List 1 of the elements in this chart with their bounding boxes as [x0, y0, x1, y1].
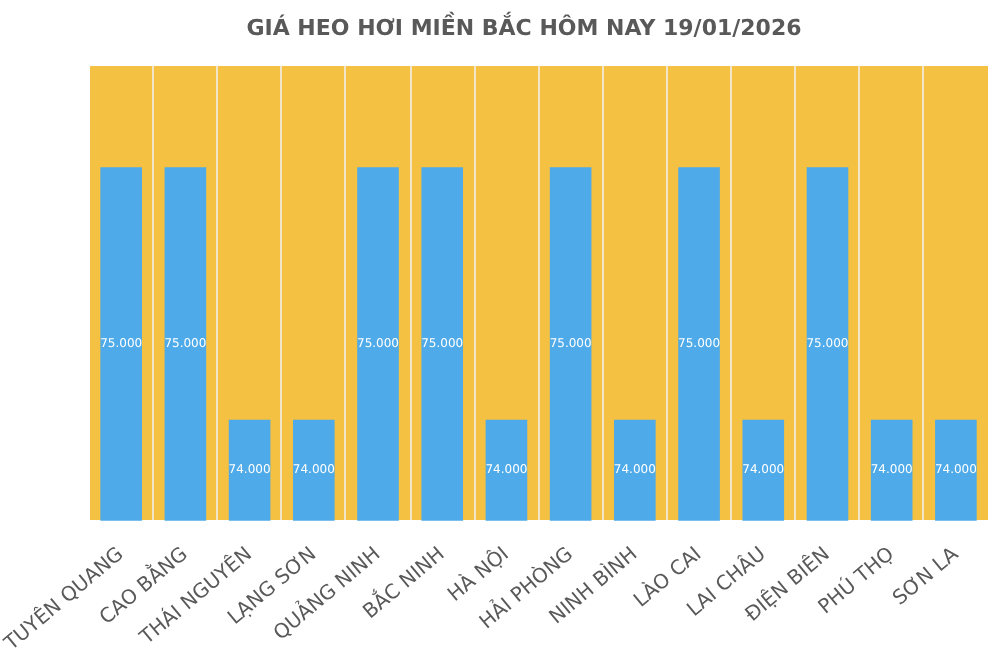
chart-title: GIÁ HEO HƠI MIỀN BẮC HÔM NAY 19/01/2026	[246, 10, 803, 41]
